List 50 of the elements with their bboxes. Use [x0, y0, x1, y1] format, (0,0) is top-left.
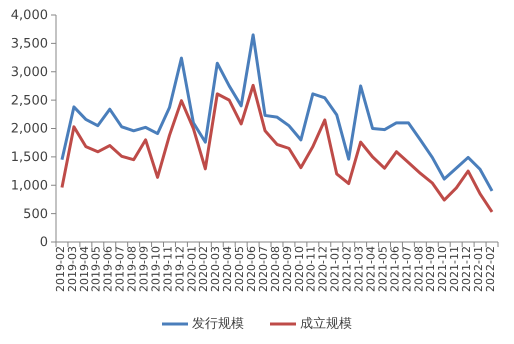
y-tick-label: 2,000 [10, 122, 48, 137]
x-tick-label: 2019-12 [173, 246, 186, 292]
x-tick-label: 2021-05 [376, 246, 390, 292]
x-tick-label: 2020-10 [292, 246, 306, 292]
x-tick-label: 2019-08 [126, 246, 139, 292]
x-tick-label: 2019-05 [90, 246, 103, 292]
x-tick-label: 2021-11 [448, 246, 462, 292]
x-tick-label: 2019-06 [102, 246, 115, 292]
x-tick-label: 2019-11 [161, 246, 174, 292]
x-tick-label: 2020-02 [197, 246, 210, 292]
x-tick-label: 2020-12 [316, 246, 330, 292]
x-tick-label: 2021-02 [340, 246, 354, 292]
x-tick-label: 2019-04 [78, 246, 91, 292]
x-tick-label: 2020-06 [245, 246, 258, 292]
x-tick-label: 2020-08 [268, 246, 282, 292]
legend-label: 发行规模 [192, 316, 244, 332]
y-tick-label: 1,000 [10, 178, 48, 194]
x-tick-label: 2021-08 [412, 246, 426, 292]
x-tick-label: 2020-09 [280, 246, 294, 292]
x-tick-label: 2020-05 [233, 246, 246, 292]
x-tick-label: 2022-02 [484, 246, 497, 292]
y-tick-label: 4,000 [10, 8, 48, 24]
x-tick-label: 2020-11 [304, 246, 318, 292]
x-tick-label: 2019-02 [54, 246, 67, 292]
y-tick-label: 3,000 [10, 64, 48, 80]
x-tick-label: 2021-12 [460, 246, 474, 292]
line-series [60, 33, 494, 192]
x-tick-label: 2019-09 [137, 246, 151, 292]
x-tick-label: 2020-07 [256, 246, 270, 292]
x-tick-label: 2019-03 [66, 246, 79, 292]
x-tick-label: 2019-07 [114, 246, 127, 292]
x-tick-label: 2021-04 [364, 246, 378, 292]
x-tick-label: 2022-01 [472, 246, 485, 292]
x-tick-label: 2020-04 [221, 246, 234, 292]
x-tick-label: 2019-10 [149, 246, 162, 292]
y-tick-label: 500 [23, 206, 48, 222]
x-tick-label: 2020-03 [209, 246, 222, 292]
x-tick-label: 2021-09 [424, 246, 438, 292]
x-tick-label: 2021-03 [352, 246, 366, 292]
x-tick-label: 2021-07 [400, 246, 414, 292]
y-tick-label: 0 [40, 235, 48, 250]
x-tick-label: 2020-01 [185, 246, 198, 292]
y-tick-label: 2,500 [10, 93, 48, 108]
line-series [60, 84, 494, 214]
x-tick-label: 2021-10 [436, 246, 450, 292]
legend-label: 成立规模 [300, 316, 352, 332]
y-tick-label: 3,500 [10, 36, 48, 52]
x-tick-label: 2021-06 [388, 246, 402, 292]
x-tick-label: 2021-01 [328, 246, 342, 292]
y-tick-label: 1,500 [10, 150, 48, 166]
